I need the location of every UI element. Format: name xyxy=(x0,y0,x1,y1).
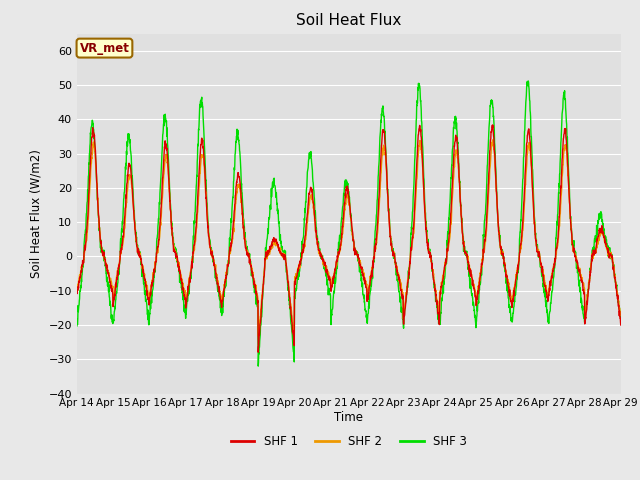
SHF 1 xyxy=(584,288,592,294)
SHF 1 xyxy=(254,349,262,355)
Line: SHF 3: SHF 3 xyxy=(77,81,621,366)
SHF 1 xyxy=(225,262,232,267)
X-axis label: Time: Time xyxy=(334,411,364,424)
SHF 1 xyxy=(376,163,384,169)
SHF 3 xyxy=(225,257,232,263)
SHF 1 xyxy=(570,242,577,248)
SHF 3 xyxy=(365,303,372,309)
SHF 2 xyxy=(376,180,384,185)
SHF 2 xyxy=(73,286,81,291)
SHF 1 xyxy=(365,290,372,296)
Line: SHF 2: SHF 2 xyxy=(77,140,621,338)
SHF 3 xyxy=(507,318,515,324)
SHF 2 xyxy=(508,294,515,300)
Y-axis label: Soil Heat Flux (W/m2): Soil Heat Flux (W/m2) xyxy=(30,149,43,278)
SHF 1 xyxy=(617,322,625,328)
SHF 2 xyxy=(291,335,298,341)
SHF 3 xyxy=(617,317,625,323)
SHF 3 xyxy=(570,243,577,249)
SHF 2 xyxy=(489,137,497,143)
SHF 1 xyxy=(489,122,497,128)
SHF 2 xyxy=(617,312,625,318)
Title: Soil Heat Flux: Soil Heat Flux xyxy=(296,13,401,28)
Line: SHF 1: SHF 1 xyxy=(77,125,621,352)
SHF 2 xyxy=(225,258,232,264)
SHF 1 xyxy=(508,298,515,304)
SHF 2 xyxy=(570,249,577,254)
SHF 3 xyxy=(525,78,532,84)
SHF 3 xyxy=(254,363,262,369)
SHF 3 xyxy=(584,287,592,292)
SHF 3 xyxy=(376,129,384,134)
SHF 2 xyxy=(365,285,372,290)
Text: VR_met: VR_met xyxy=(79,42,129,55)
SHF 1 xyxy=(73,288,81,294)
Legend: SHF 1, SHF 2, SHF 3: SHF 1, SHF 2, SHF 3 xyxy=(226,430,472,453)
SHF 2 xyxy=(584,286,592,291)
SHF 3 xyxy=(73,323,81,329)
